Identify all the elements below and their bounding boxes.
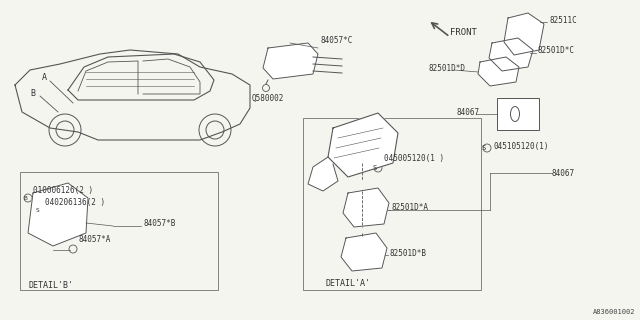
Bar (353, 203, 376, 221)
Bar (303, 118, 481, 290)
Bar (497, 98, 539, 130)
Bar (20, 172, 218, 290)
Text: 010006126(2 ): 010006126(2 ) (33, 186, 93, 195)
Text: Q580002: Q580002 (252, 93, 284, 102)
Text: 045105120(1): 045105120(1) (493, 141, 548, 150)
Polygon shape (28, 183, 88, 246)
Text: 82501D*B: 82501D*B (389, 249, 426, 258)
Text: 84067: 84067 (552, 169, 575, 178)
Text: DETAIL'A': DETAIL'A' (326, 278, 371, 287)
Text: 82501D*D: 82501D*D (428, 63, 465, 73)
Text: S: S (35, 207, 39, 212)
Polygon shape (328, 113, 398, 177)
Text: S: S (373, 165, 377, 171)
Bar (38, 204, 68, 228)
Text: FRONT: FRONT (450, 28, 477, 36)
Text: A: A (42, 73, 47, 82)
Text: A836001002: A836001002 (593, 309, 635, 315)
Text: 045005120(1 ): 045005120(1 ) (384, 154, 444, 163)
Text: 84057*A: 84057*A (78, 236, 110, 244)
Text: DETAIL'B': DETAIL'B' (28, 281, 73, 290)
Polygon shape (478, 57, 519, 86)
Text: B: B (23, 196, 27, 201)
Polygon shape (504, 13, 544, 55)
Text: 84057*B: 84057*B (143, 219, 175, 228)
Polygon shape (489, 38, 533, 71)
Text: 82501D*A: 82501D*A (391, 204, 428, 212)
Text: 84067: 84067 (456, 108, 479, 116)
Polygon shape (263, 43, 318, 79)
Polygon shape (341, 233, 387, 271)
Text: S: S (482, 145, 486, 151)
Text: 82501D*C: 82501D*C (538, 45, 575, 54)
Polygon shape (343, 188, 389, 227)
Text: 84057*C: 84057*C (320, 36, 353, 44)
Bar (350, 247, 373, 265)
Polygon shape (308, 157, 338, 191)
Text: 82511C: 82511C (549, 15, 577, 25)
Text: B: B (30, 89, 35, 98)
Text: 040206136(2 ): 040206136(2 ) (45, 198, 105, 207)
